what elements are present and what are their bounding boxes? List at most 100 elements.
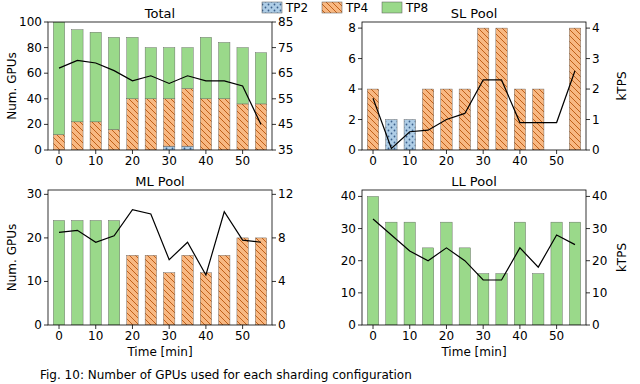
plot-area <box>53 22 266 150</box>
bar <box>237 238 248 325</box>
y-tick-label: 40 <box>341 189 356 203</box>
x-tick-label: 30 <box>476 154 491 168</box>
y-tick <box>358 58 362 59</box>
bar <box>145 48 156 99</box>
bar <box>237 104 248 150</box>
bar <box>127 37 138 98</box>
x-tick-label: 30 <box>162 329 177 343</box>
y2-tick-label: 0 <box>592 143 600 157</box>
y2-tick-label: 55 <box>278 92 293 106</box>
frame <box>48 22 272 150</box>
bar <box>477 28 488 29</box>
bar <box>514 89 525 150</box>
y-tick-label: 60 <box>27 66 42 80</box>
x-tick-label: 10 <box>402 329 417 343</box>
bar <box>237 237 248 238</box>
y2-tick <box>272 73 276 74</box>
bar <box>533 89 544 90</box>
x-tick-label: 50 <box>549 329 564 343</box>
bar <box>404 119 415 120</box>
panel-title: LL Pool <box>451 174 497 189</box>
bar <box>496 274 507 325</box>
y-tick <box>44 98 48 99</box>
panel-title: ML Pool <box>135 174 185 189</box>
y-tick-label: 2 <box>348 113 356 127</box>
bar <box>459 248 470 325</box>
bar <box>72 220 83 325</box>
bar <box>200 37 211 98</box>
y2-tick-label: 40 <box>592 189 607 203</box>
y-tick <box>44 281 48 282</box>
bar <box>533 274 544 325</box>
bar <box>145 255 156 325</box>
bar <box>90 122 101 150</box>
y2-tick <box>586 325 590 326</box>
y2-tick <box>272 22 276 23</box>
x-tick-label: 30 <box>162 154 177 168</box>
panel: 010203040500246801234SL PoolkTPS <box>348 6 628 168</box>
bar <box>441 222 452 325</box>
bar <box>90 220 101 325</box>
y-tick <box>358 119 362 120</box>
x-tick-label: 50 <box>549 154 564 168</box>
bar <box>163 272 174 273</box>
y-tick <box>358 228 362 229</box>
frame <box>48 190 272 325</box>
bar <box>219 255 230 256</box>
bar <box>367 196 378 325</box>
x-tick-label: 20 <box>439 329 454 343</box>
legend-label: TP4 <box>345 1 368 15</box>
y-tick-label: 20 <box>27 117 42 131</box>
y-tick <box>358 196 362 197</box>
legend-label: TP2 <box>285 1 308 15</box>
y-tick <box>44 124 48 125</box>
y2-tick <box>586 119 590 120</box>
bar <box>255 237 266 238</box>
y-tick <box>358 292 362 293</box>
y-tick-label: 6 <box>348 52 356 66</box>
x-tick-label: 50 <box>235 329 250 343</box>
figure: 01020304050020406080100354555657585Total… <box>0 0 640 384</box>
bar <box>496 28 507 29</box>
bar <box>404 119 415 120</box>
x-tick-label: 10 <box>88 329 103 343</box>
legend: TP2TP4TP8 <box>262 1 428 15</box>
ktps-line <box>59 210 261 275</box>
bar <box>182 255 193 256</box>
bar <box>255 104 266 150</box>
x-tick-label: 0 <box>369 329 377 343</box>
bar <box>441 89 452 90</box>
bar <box>127 99 138 150</box>
y2-tick <box>272 194 276 195</box>
bar <box>163 99 174 146</box>
caption: Fig. 10: Number of GPUs used for each sh… <box>40 368 412 382</box>
bar <box>422 89 433 150</box>
y-tick <box>44 150 48 151</box>
legend-swatch <box>322 2 342 13</box>
bar <box>367 89 378 150</box>
bar <box>127 255 138 256</box>
bar <box>533 89 544 150</box>
y2-tick-label: 30 <box>592 222 607 236</box>
plot-area <box>53 210 266 325</box>
y2-label: kTPS <box>615 71 629 100</box>
y-tick-label: 8 <box>348 21 356 35</box>
bar <box>569 28 580 29</box>
bar <box>219 255 230 325</box>
bar <box>182 146 193 150</box>
bar <box>127 255 138 325</box>
y-tick-label: 100 <box>19 15 42 29</box>
y2-tick-label: 35 <box>278 143 293 157</box>
bar <box>182 89 193 147</box>
y2-tick <box>272 47 276 48</box>
y-tick-label: 10 <box>27 274 42 288</box>
y2-tick <box>586 28 590 29</box>
x-tick-label: 0 <box>55 154 63 168</box>
y-tick-label: 80 <box>27 41 42 55</box>
bar <box>145 255 156 256</box>
x-tick-label: 0 <box>369 154 377 168</box>
panel: 01020304050020406080100354555657585Total… <box>5 6 294 168</box>
y2-tick <box>586 196 590 197</box>
x-tick-label: 20 <box>125 154 140 168</box>
y-tick-label: 0 <box>34 143 42 157</box>
